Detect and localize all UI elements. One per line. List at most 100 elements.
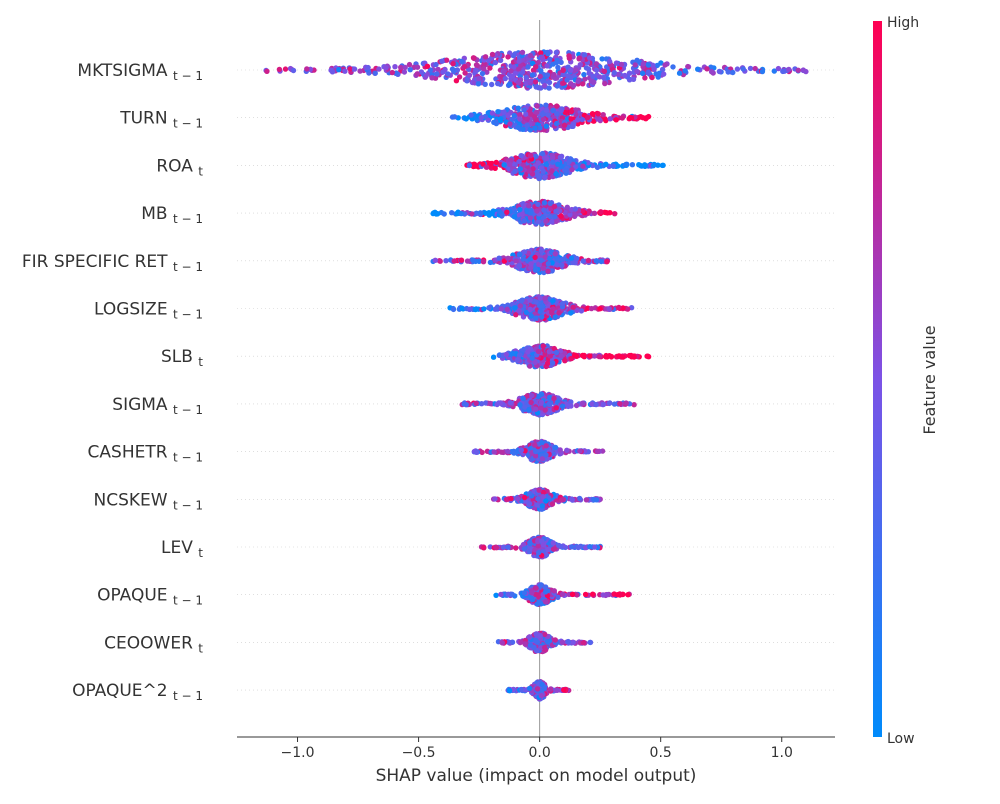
shap-point [554, 111, 560, 117]
feature-label: LEV t [161, 538, 203, 560]
shap-point [517, 116, 523, 122]
shap-point [530, 60, 536, 66]
shap-point [521, 546, 528, 552]
shap-point [653, 71, 659, 77]
shap-point [549, 309, 555, 315]
shap-point [638, 114, 644, 120]
shap-point [544, 63, 550, 69]
feature-point-group [263, 49, 809, 91]
shap-point [598, 209, 604, 215]
shap-point [418, 69, 425, 75]
shap-point [550, 546, 557, 552]
shap-point [542, 407, 548, 413]
shap-point [290, 67, 297, 74]
shap-point [550, 159, 556, 165]
feature-label: ROA t [156, 156, 203, 178]
shap-point [487, 259, 494, 266]
shap-point [529, 590, 535, 596]
shap-point [590, 591, 596, 597]
shap-point [533, 64, 539, 70]
shap-point [708, 69, 715, 75]
shap-point [604, 259, 610, 265]
shap-point [440, 69, 446, 75]
shap-point [600, 112, 606, 118]
shap-point [541, 685, 547, 692]
shap-point [376, 66, 382, 72]
x-axis-label: SHAP value (impact on model output) [376, 766, 697, 786]
shap-point [532, 254, 538, 261]
shap-point [481, 66, 487, 72]
feature-label: OPAQUE t − 1 [97, 586, 203, 608]
shap-point [533, 315, 539, 321]
shap-point [525, 349, 531, 355]
shap-point [582, 52, 588, 58]
shap-point [573, 67, 579, 73]
shap-point [462, 70, 468, 76]
shap-point [616, 353, 623, 359]
shap-point [527, 297, 533, 303]
shap-point [551, 588, 557, 594]
shap-point [566, 158, 572, 165]
shap-point [466, 162, 473, 169]
shap-point [498, 449, 505, 455]
shap-point [468, 112, 474, 118]
shap-point [518, 639, 524, 645]
shap-point [533, 637, 539, 644]
shap-point [606, 306, 612, 312]
colorbar: High Low Feature value [873, 15, 939, 747]
shap-point [630, 76, 637, 83]
shap-point [795, 67, 801, 74]
shap-point [645, 353, 651, 359]
shap-point [568, 116, 574, 122]
shap-point [539, 111, 545, 118]
shap-point [552, 213, 558, 220]
shap-point [614, 592, 621, 598]
shap-point [459, 58, 465, 65]
shap-point [559, 256, 566, 262]
shap-point [558, 353, 564, 359]
feature-label: LOGSIZE t − 1 [94, 300, 203, 322]
shap-point [507, 400, 514, 406]
shap-point [704, 66, 710, 72]
feature-point-group [430, 198, 618, 227]
shap-point [569, 591, 576, 597]
shap-point [401, 69, 408, 75]
shap-point [578, 308, 585, 314]
shap-point [540, 542, 547, 548]
shap-point [559, 497, 565, 503]
shap-point [593, 401, 599, 408]
x-tick-label: −0.5 [402, 745, 436, 761]
shap-point [538, 257, 544, 263]
shap-point [489, 81, 495, 88]
shap-point [747, 65, 754, 72]
feature-label: MB t − 1 [141, 204, 203, 226]
shap-point [532, 79, 539, 85]
shap-point [539, 314, 545, 320]
shap-point [557, 154, 564, 160]
shap-point [528, 313, 534, 319]
shap-point [695, 66, 701, 72]
shap-point [570, 121, 577, 127]
shap-point [519, 211, 525, 217]
shap-point [551, 203, 557, 210]
shap-point [467, 306, 473, 312]
shap-point [515, 124, 521, 131]
shap-point [520, 162, 527, 168]
shap-point [543, 123, 549, 129]
shap-point [535, 218, 542, 225]
shap-point [414, 71, 420, 77]
shap-point [549, 218, 555, 225]
shap-point [602, 80, 608, 87]
shap-point [521, 249, 528, 255]
shap-point [651, 161, 657, 168]
shap-point [473, 400, 479, 406]
shap-point [622, 72, 628, 79]
shap-point [615, 163, 621, 169]
shap-point [542, 599, 549, 605]
shap-point [463, 402, 469, 408]
shap-point [549, 164, 555, 170]
shap-point [575, 121, 581, 127]
shap-point [543, 218, 549, 225]
shap-point [539, 503, 546, 509]
shap-point [575, 117, 581, 123]
